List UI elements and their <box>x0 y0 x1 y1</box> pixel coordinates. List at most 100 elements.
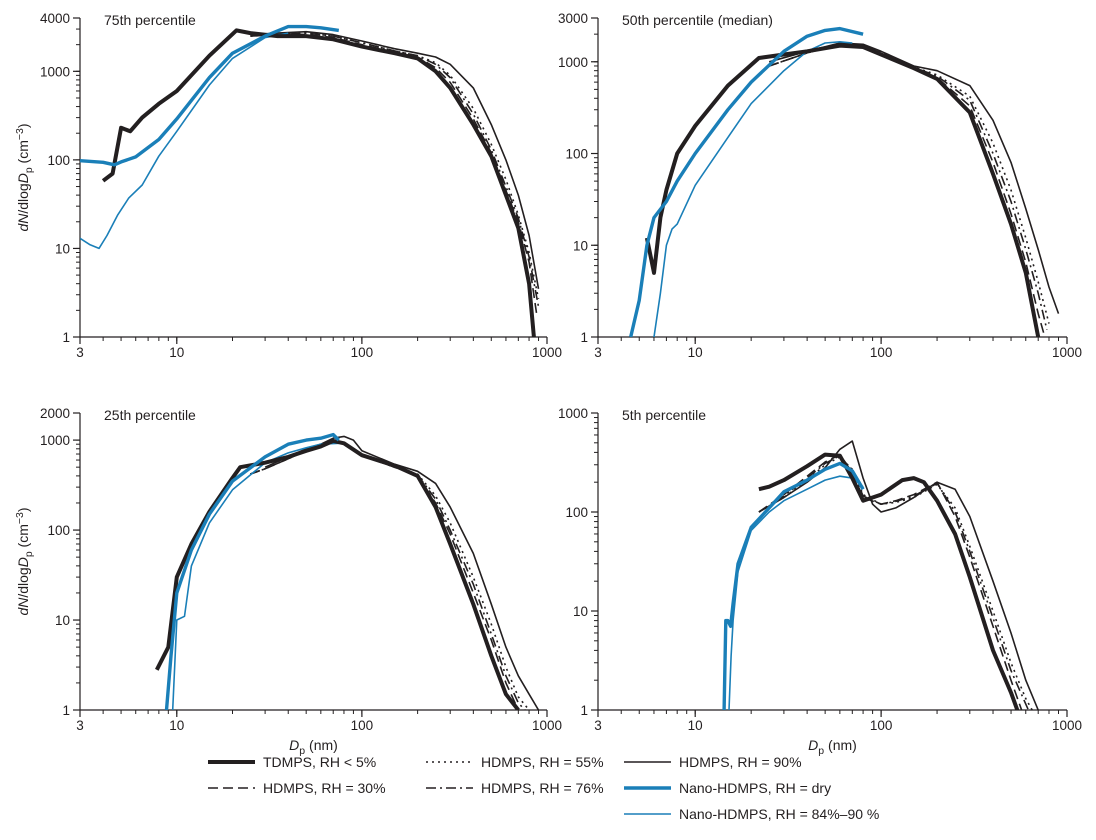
y-tick-label: 1000 <box>40 433 70 448</box>
x-tick-label: 10 <box>169 718 184 733</box>
legend: TDMPS, RH < 5% HDMPS, RH = 30% HDMPS, RH =… <box>208 754 879 822</box>
series-group <box>629 26 1060 337</box>
label-part: D <box>808 737 818 753</box>
x-axis-label: Dp (nm) <box>289 737 338 757</box>
legend-label: HDMPS, RH = 55% <box>481 754 604 770</box>
series-line-4 <box>768 43 1048 330</box>
legend-label: HDMPS, RH = 90% <box>679 754 802 770</box>
series-line-6 <box>722 461 865 710</box>
x-tick-label: 1000 <box>1052 345 1082 360</box>
series-group <box>80 24 540 337</box>
legend-item: HDMPS, RH = 55% <box>426 754 604 770</box>
label-part: −3 <box>14 512 26 524</box>
series-line-2 <box>250 32 538 315</box>
x-tick-label: 3 <box>76 345 84 360</box>
label-part: −3 <box>14 128 26 140</box>
series-line-4 <box>250 32 540 307</box>
series-line-3 <box>768 43 1050 324</box>
series-line-7 <box>80 32 289 250</box>
legend-label: Nano-HDMPS, RH = 84%–90 % <box>679 806 879 822</box>
legend-label: TDMPS, RH < 5% <box>263 754 376 770</box>
series-line-3 <box>758 456 1033 710</box>
y-tick-label: 10 <box>55 241 70 256</box>
label-part: dN <box>15 213 31 232</box>
legend-item: HDMPS, RH = 30% <box>208 780 386 796</box>
y-tick-label: 10 <box>55 613 70 628</box>
label-part: p <box>818 745 824 757</box>
series-line-7 <box>653 41 853 337</box>
label-part: /dlog <box>15 567 31 597</box>
label-part: p <box>299 745 305 757</box>
label-part: (nm) <box>305 737 338 753</box>
y-tick-label: 100 <box>47 153 70 168</box>
legend-item: Nano-HDMPS, RH = dry <box>624 780 831 796</box>
label-part: (cm <box>15 524 31 551</box>
y-tick-label: 4000 <box>40 11 70 26</box>
series-line-1 <box>101 28 536 337</box>
series-line-1 <box>758 452 1020 710</box>
legend-item: HDMPS, RH = 76% <box>426 780 604 796</box>
series-line-3 <box>250 440 530 710</box>
x-axis-label: Dp (nm) <box>808 737 857 757</box>
x-tick-label: 1000 <box>532 345 562 360</box>
series-group <box>722 440 1039 710</box>
label-part: ) <box>15 507 31 512</box>
legend-label: HDMPS, RH = 76% <box>481 780 604 796</box>
y-tick-label: 100 <box>47 523 70 538</box>
legend-item: TDMPS, RH < 5% <box>208 754 376 770</box>
series-line-2 <box>250 439 520 710</box>
label-part: D <box>15 557 31 567</box>
y-tick-label: 1000 <box>558 406 588 421</box>
series-line-2 <box>768 43 1046 337</box>
series-line-6 <box>80 24 340 167</box>
series-line-7 <box>728 475 864 710</box>
y-axis-label: dN/dlogDp (cm−3) <box>14 123 35 231</box>
y-tick-label: 100 <box>565 505 588 520</box>
y-tick-label: 100 <box>565 147 588 162</box>
x-tick-label: 100 <box>351 345 374 360</box>
x-tick-label: 10 <box>688 718 703 733</box>
panel-title: 25th percentile <box>104 407 196 423</box>
x-tick-label: 100 <box>870 345 893 360</box>
y-tick-label: 10 <box>573 604 588 619</box>
x-tick-label: 100 <box>351 718 374 733</box>
x-tick-label: 3 <box>594 718 602 733</box>
chart-panel-3: 3 10 100 1000 1 10 100 1000 2000 25th percentile d… <box>14 406 562 757</box>
x-tick-label: 1000 <box>1052 718 1082 733</box>
x-tick-label: 10 <box>688 345 703 360</box>
y-tick-label: 1 <box>580 703 588 718</box>
label-part: (nm) <box>824 737 857 753</box>
label-part: p <box>23 551 35 557</box>
label-part: (cm <box>15 140 31 167</box>
panel-title: 5th percentile <box>622 407 706 423</box>
label-part: D <box>15 173 31 183</box>
x-tick-label: 3 <box>594 345 602 360</box>
label-part: D <box>289 737 299 753</box>
series-line-5 <box>250 30 540 289</box>
series-line-6 <box>164 432 340 710</box>
chart-panel-4: 3 10 100 1000 1 10 100 1000 5th percentile Dp (nm… <box>558 406 1082 757</box>
label-part: /dlog <box>15 183 31 213</box>
series-line-5 <box>768 42 1060 314</box>
x-tick-label: 3 <box>76 718 84 733</box>
legend-label: Nano-HDMPS, RH = dry <box>679 780 831 796</box>
series-line-1 <box>155 438 520 710</box>
y-tick-label: 1 <box>62 703 70 718</box>
x-tick-label: 100 <box>870 718 893 733</box>
label-part: ) <box>15 123 31 128</box>
legend-item: Nano-HDMPS, RH = 84%–90 % <box>624 806 879 822</box>
label-part: p <box>23 167 35 173</box>
series-line-2 <box>758 453 1023 710</box>
series-line-1 <box>644 43 1041 337</box>
y-tick-label: 3000 <box>558 11 588 26</box>
chart-panel-2: 3 10 100 1000 1 10 100 1000 3000 50th percentile … <box>558 11 1082 360</box>
label-part: dN <box>15 597 31 616</box>
legend-label: HDMPS, RH = 30% <box>263 780 386 796</box>
y-tick-label: 1 <box>580 330 588 345</box>
series-line-4 <box>250 440 526 710</box>
x-tick-label: 1000 <box>532 718 562 733</box>
y-tick-label: 2000 <box>40 406 70 421</box>
y-tick-label: 1000 <box>40 64 70 79</box>
y-tick-label: 1 <box>62 330 70 345</box>
